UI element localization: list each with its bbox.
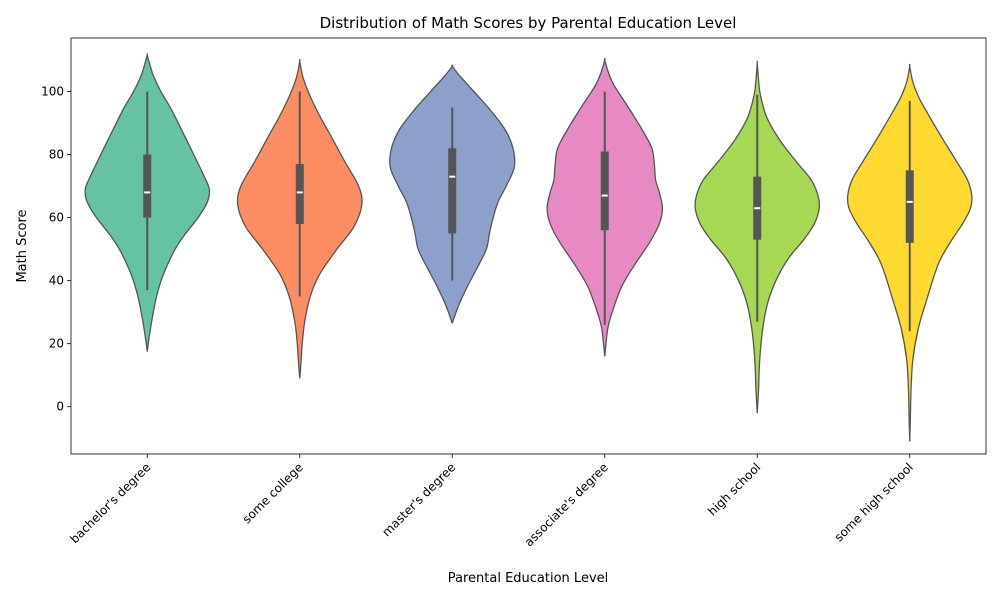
violin-3 bbox=[546, 57, 664, 357]
violin-iqr-box bbox=[905, 170, 914, 243]
y-axis-label: Math Score bbox=[15, 209, 30, 282]
y-tick-label: 0 bbox=[56, 400, 64, 414]
x-tick-label: bachelor's degree bbox=[67, 460, 153, 546]
violin-iqr-box bbox=[295, 164, 304, 224]
chart-title: Distribution of Math Scores by Parental … bbox=[320, 14, 737, 32]
violin-2 bbox=[389, 64, 516, 324]
x-axis-label: Parental Education Level bbox=[448, 571, 609, 586]
violin-iqr-box bbox=[600, 151, 609, 231]
x-tick-label: high school bbox=[705, 460, 763, 518]
y-axis: 0 20 40 60 80 100 bbox=[41, 85, 71, 414]
x-tick-label: some college bbox=[240, 460, 306, 526]
violin-1 bbox=[236, 58, 363, 379]
y-tick-label: 100 bbox=[41, 85, 64, 99]
x-tick-label: associate's degree bbox=[522, 460, 611, 549]
plot-frame bbox=[70, 37, 987, 455]
violin-4 bbox=[694, 60, 821, 414]
violin-0 bbox=[84, 53, 211, 352]
x-tick-label: some high school bbox=[832, 460, 916, 544]
y-tick-label: 80 bbox=[49, 148, 64, 162]
violins-group bbox=[84, 53, 973, 442]
y-tick-label: 40 bbox=[49, 274, 64, 288]
y-tick-label: 60 bbox=[49, 211, 64, 225]
violin-5 bbox=[846, 63, 973, 442]
violin-iqr-box bbox=[448, 148, 457, 234]
violin-iqr-box bbox=[143, 154, 152, 218]
x-tick-label: master's degree bbox=[379, 460, 458, 539]
y-tick-label: 20 bbox=[49, 337, 64, 351]
x-axis: bachelor's degree some college master's de… bbox=[67, 454, 916, 549]
